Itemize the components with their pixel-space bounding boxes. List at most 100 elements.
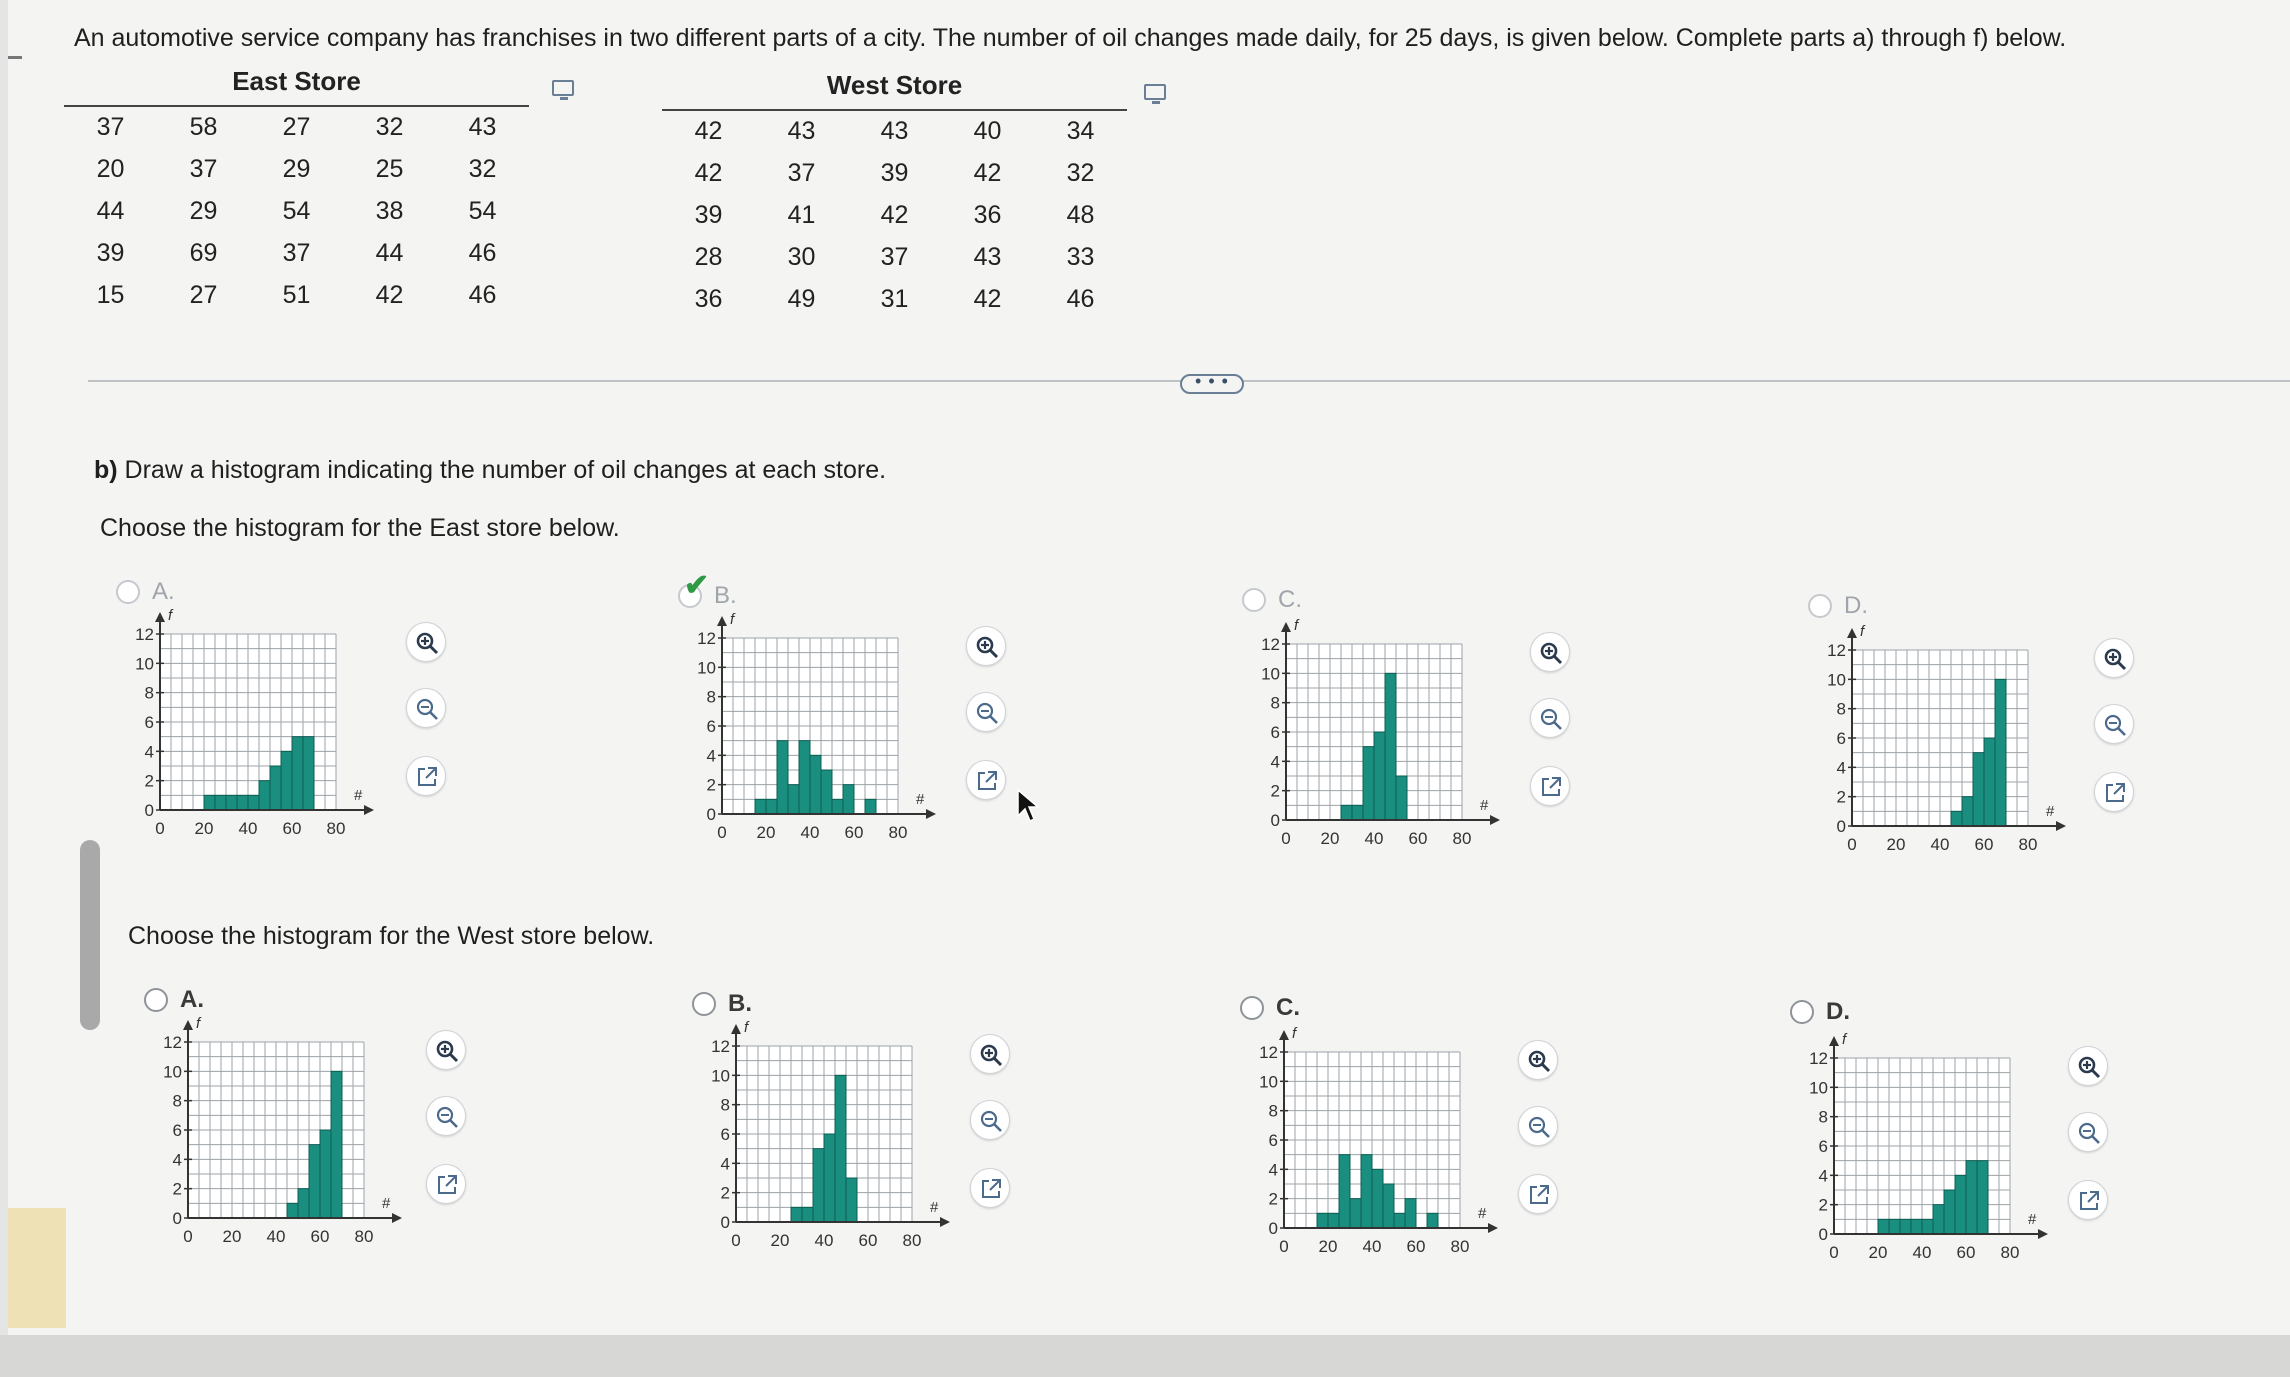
- show-more-button[interactable]: • • •: [1180, 372, 1244, 394]
- radio-button[interactable]: [678, 584, 702, 608]
- zoom-out-icon[interactable]: [2094, 704, 2134, 744]
- histogram-bar: [1349, 1198, 1362, 1229]
- histogram-bar: [1910, 1218, 1923, 1235]
- expand-icon[interactable]: [552, 80, 574, 100]
- table-cell: 30: [787, 242, 816, 271]
- option-letter[interactable]: A.: [152, 578, 175, 605]
- histogram-bar: [236, 794, 249, 811]
- table-cell: 27: [282, 113, 311, 141]
- radio-button[interactable]: [692, 992, 716, 1016]
- east-store-table: East Store 37 58 27 32 43 20 37 29 25 32 44 29 54 38 5…: [64, 66, 529, 316]
- histogram-chart: 0 2 4 6 8 10 12 0 20 40 60 80 f #: [1259, 1025, 1498, 1256]
- y-tick-label: 4: [1837, 758, 1846, 777]
- option-letter[interactable]: B.: [714, 582, 737, 609]
- open-external-icon[interactable]: [970, 1168, 1010, 1208]
- zoom-out-icon[interactable]: [426, 1096, 466, 1136]
- table-cell: 20: [96, 154, 125, 183]
- radio-button[interactable]: [1240, 996, 1264, 1020]
- histogram-bar: [1426, 1212, 1439, 1229]
- table-row: 42 43 43 40 34: [662, 110, 1127, 152]
- zoom-out-icon[interactable]: [1530, 698, 1570, 738]
- expand-icon[interactable]: [1144, 84, 1166, 104]
- histogram-chart: 0 2 4 6 8 10 12 0 20 40 60 80 f #: [163, 1015, 402, 1246]
- open-external-icon[interactable]: [406, 756, 446, 796]
- option-letter[interactable]: D.: [1844, 592, 1868, 619]
- y-tick-label: 4: [1271, 752, 1280, 771]
- y-tick-label: 6: [145, 713, 154, 732]
- option-letter[interactable]: D.: [1826, 998, 1850, 1025]
- table-row: 36 49 31 42 46: [662, 278, 1127, 320]
- open-external-icon[interactable]: [1530, 766, 1570, 806]
- table-cell: 37: [96, 113, 125, 141]
- table-cell: 44: [96, 196, 125, 225]
- histogram-bar: [1371, 1168, 1384, 1229]
- histogram-chart: 0 2 4 6 8 10 12 0 20 40 60 80 f #: [135, 607, 374, 838]
- zoom-in-icon[interactable]: [970, 1034, 1010, 1074]
- histogram-bar: [1877, 1218, 1890, 1235]
- table-cell: 34: [1066, 117, 1095, 145]
- zoom-in-icon[interactable]: [406, 622, 446, 662]
- x-axis-arrow: [1488, 1223, 1498, 1233]
- x-tick-label: 40: [267, 1227, 286, 1246]
- scrollbar-thumb[interactable]: [80, 840, 100, 1030]
- table-cell: 42: [973, 158, 1002, 187]
- y-axis-label: f: [1292, 1025, 1298, 1042]
- table-cell: 41: [787, 200, 816, 229]
- y-tick-label: 6: [1837, 729, 1846, 748]
- histogram-bar: [291, 736, 304, 811]
- zoom-out-icon[interactable]: [966, 692, 1006, 732]
- histogram-bar: [1976, 1160, 1989, 1235]
- y-tick-label: 10: [135, 654, 154, 673]
- zoom-in-icon[interactable]: [2068, 1046, 2108, 1086]
- table-cell: 33: [1066, 242, 1095, 271]
- open-external-icon[interactable]: [2094, 772, 2134, 812]
- open-external-icon[interactable]: [2068, 1180, 2108, 1220]
- table-cell: 38: [375, 196, 404, 225]
- zoom-in-icon[interactable]: [1518, 1040, 1558, 1080]
- histogram-chart: 0 2 4 6 8 10 12 0 20 40 60 80 f #: [1809, 1031, 2048, 1262]
- radio-button[interactable]: [116, 580, 140, 604]
- histogram-bar: [330, 1070, 343, 1219]
- histogram-bar: [765, 798, 778, 815]
- histogram-bar: [297, 1188, 310, 1219]
- x-tick-label: 20: [1319, 1237, 1338, 1256]
- histogram-bar: [776, 740, 789, 815]
- zoom-out-icon[interactable]: [1518, 1106, 1558, 1146]
- table-row: 44 29 54 38 54: [64, 190, 529, 232]
- table-cell: 32: [1066, 158, 1095, 187]
- table-cell: 43: [468, 113, 497, 141]
- option-letter[interactable]: A.: [180, 986, 204, 1013]
- x-tick-label: 60: [845, 823, 864, 842]
- zoom-out-icon[interactable]: [2068, 1112, 2108, 1152]
- radio-button[interactable]: [1790, 1000, 1814, 1024]
- y-axis-arrow: [1829, 1036, 1839, 1046]
- zoom-in-icon[interactable]: [426, 1030, 466, 1070]
- y-tick-label: 4: [173, 1150, 182, 1169]
- table-cell: 46: [1066, 284, 1095, 313]
- option-letter[interactable]: B.: [728, 990, 752, 1017]
- radio-button[interactable]: [144, 988, 168, 1012]
- open-external-icon[interactable]: [426, 1164, 466, 1204]
- option-letter[interactable]: C.: [1276, 994, 1300, 1021]
- open-external-icon[interactable]: [1518, 1174, 1558, 1214]
- radio-button[interactable]: [1808, 594, 1832, 618]
- zoom-out-icon[interactable]: [970, 1100, 1010, 1140]
- radio-button[interactable]: [1242, 588, 1266, 612]
- part-b-label: b): [94, 456, 118, 484]
- histogram-chart: 0 2 4 6 8 10 12 0 20 40 60 80 f #: [1827, 623, 2066, 854]
- left-margin-tick: [8, 56, 22, 59]
- zoom-out-icon[interactable]: [406, 688, 446, 728]
- y-tick-label: 12: [163, 1033, 182, 1052]
- histogram-bar: [1932, 1204, 1945, 1235]
- zoom-in-icon[interactable]: [966, 626, 1006, 666]
- option-letter[interactable]: C.: [1278, 586, 1302, 613]
- open-external-icon[interactable]: [966, 760, 1006, 800]
- histogram-bar: [1888, 1218, 1901, 1235]
- y-tick-label: 2: [721, 1184, 730, 1203]
- table-cell: 25: [375, 154, 404, 183]
- zoom-in-icon[interactable]: [2094, 638, 2134, 678]
- histogram-bar: [812, 1148, 825, 1223]
- zoom-in-icon[interactable]: [1530, 632, 1570, 672]
- table-cell: 31: [880, 284, 909, 313]
- table-cell: 54: [282, 196, 311, 225]
